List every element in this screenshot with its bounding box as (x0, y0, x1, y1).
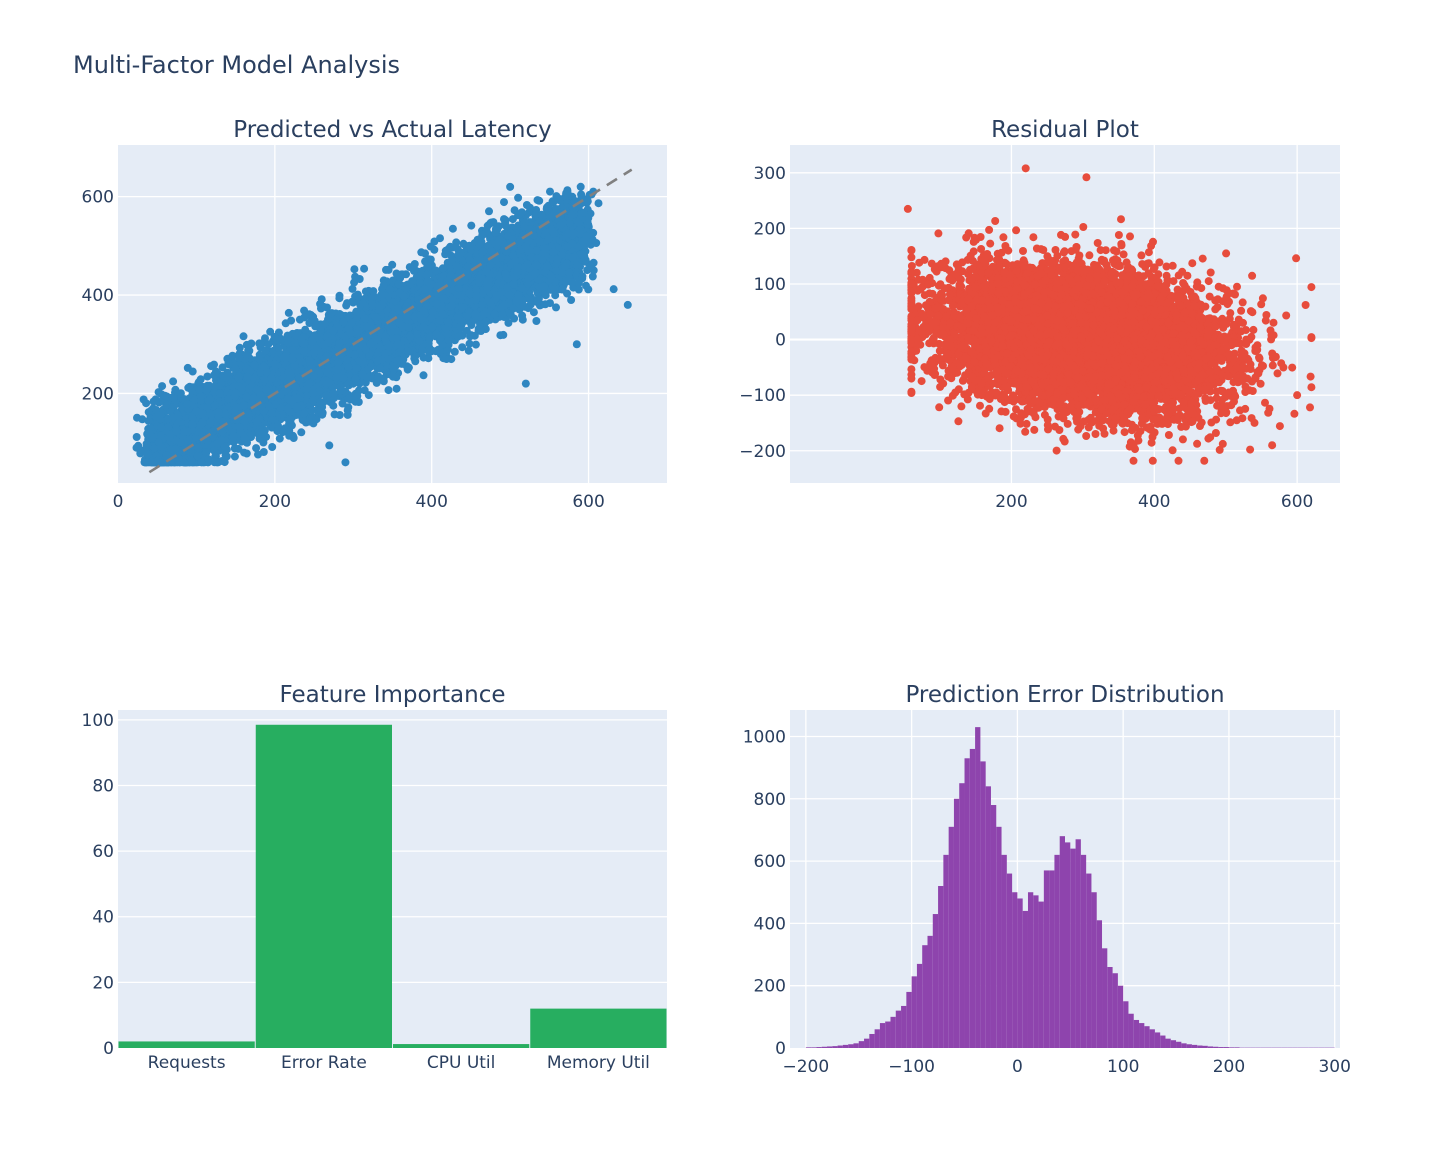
scatter-point (384, 386, 393, 395)
scatter-point (203, 372, 212, 381)
scatter-point (458, 343, 467, 352)
scatter-point (441, 246, 450, 255)
scatter-point (419, 371, 428, 380)
scatter-point (350, 265, 359, 274)
scatter-point (404, 363, 413, 372)
scatter-point (448, 224, 457, 233)
scatter-point (485, 207, 493, 216)
scatter-point (335, 411, 344, 419)
scatter-point (297, 428, 306, 437)
figure-title: Multi-Factor Model Analysis (73, 51, 400, 79)
scatter-point (465, 339, 474, 348)
scatter-point (329, 401, 338, 410)
scatter-point (210, 360, 218, 369)
scatter-point (318, 410, 327, 419)
scatter-point (268, 443, 277, 451)
scatter-point (464, 346, 473, 355)
scatter-point (558, 284, 567, 293)
scatter-points (132, 182, 632, 467)
scatter-point (382, 265, 390, 274)
scatter-point (452, 238, 461, 247)
scatter-point (325, 441, 334, 450)
scatter-point (284, 308, 293, 317)
